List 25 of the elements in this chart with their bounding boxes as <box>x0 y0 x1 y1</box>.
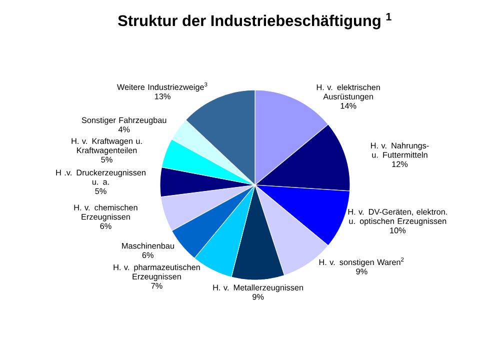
slice-label: H. v. Kraftwagen u. Kraftwagenteilen <box>72 138 142 155</box>
data-label: 5% <box>101 156 112 163</box>
slice-label: H. v. Nahrungs- u. Futtermitteln <box>371 142 429 158</box>
slice-label: H. v. DV-Geräten, elektron. u. optischen Erzeugnissen <box>348 208 447 226</box>
slice-label: H. v. pharmazeutischen Erzeugnissen <box>114 264 200 282</box>
data-label: 9% <box>356 268 368 274</box>
data-label: 7% <box>151 282 162 289</box>
slice-label: H. v. elektrischen Ausrüstungen <box>316 84 380 102</box>
slice-label: H. v. sonstigen Waren$^{2}$ <box>319 257 404 267</box>
slice-label: H. v. chemischen Erzeugnissen <box>74 204 138 222</box>
slice-label: Weitere Industriezweige$^{3}$ <box>117 82 208 92</box>
data-label: 6% <box>142 252 154 258</box>
data-label: 12% <box>392 161 408 168</box>
slice-label: Sonstiger Fahrzeugbau <box>82 117 166 125</box>
data-label: 5% <box>95 188 106 194</box>
data-label: 13% <box>155 94 170 100</box>
data-label: 14% <box>340 103 356 109</box>
data-label: 9% <box>252 294 264 300</box>
chart-title: Struktur der Industriebeschäftigung $^{1}$ <box>118 12 392 30</box>
data-label: 10% <box>390 228 406 234</box>
data-label: 6% <box>100 223 112 229</box>
slice-label: H .v. Druckerzeugnissen u. a. <box>56 170 146 185</box>
slice-label: H. v. Metallerzeugnissen <box>213 284 304 292</box>
slice-label: Maschinenbau <box>122 242 174 249</box>
data-label: 4% <box>118 126 130 132</box>
